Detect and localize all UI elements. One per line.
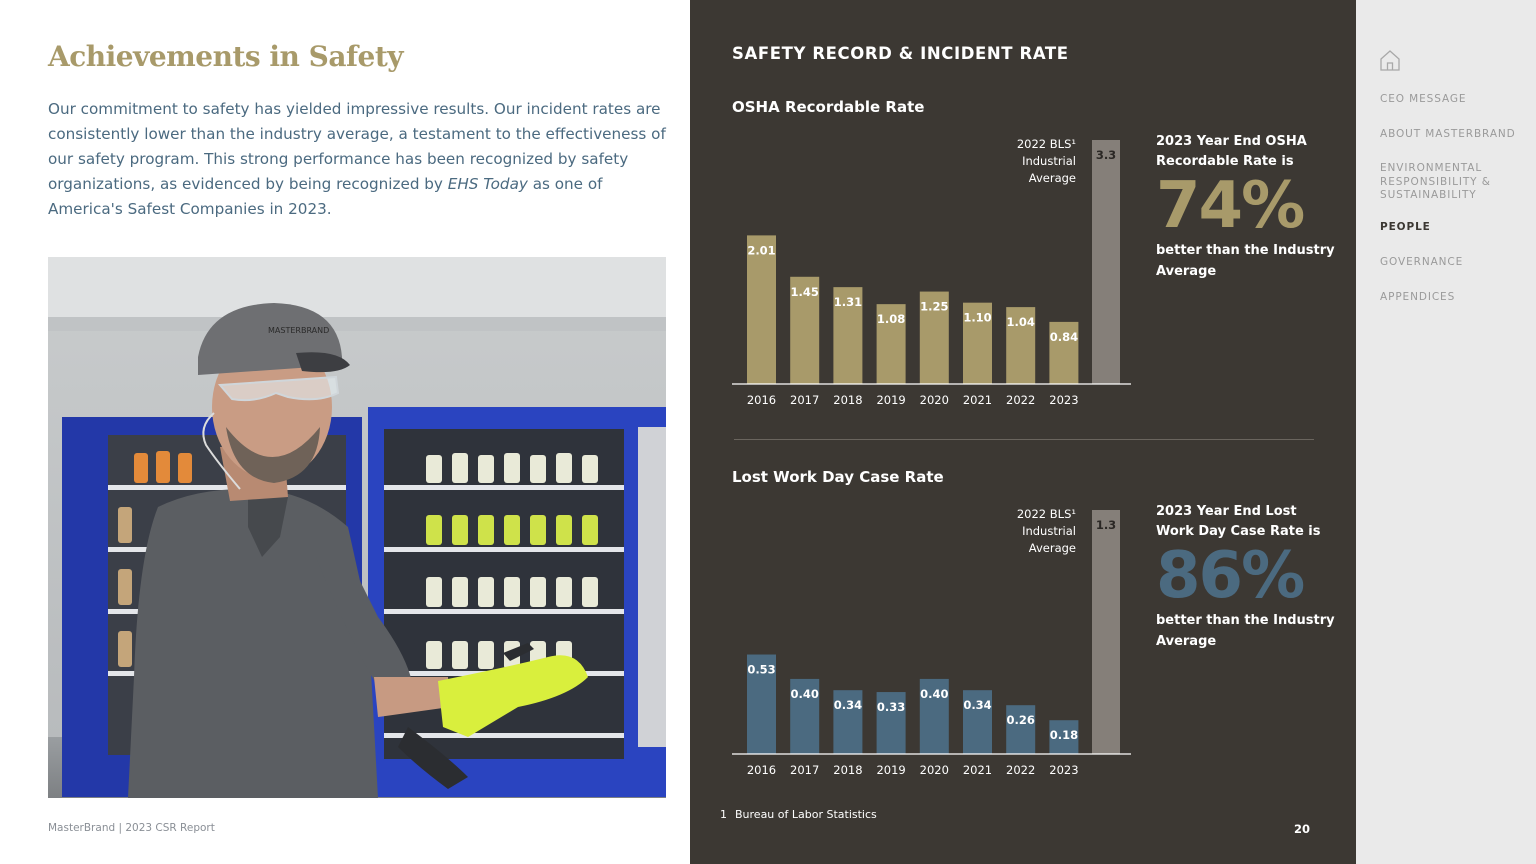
osha-bar-2018: [833, 287, 863, 384]
nav-item-appendices[interactable]: APPENDICES: [1380, 291, 1456, 303]
section-nav: CEO MESSAGE ABOUT MASTERBRAND ENVIRONMEN…: [1356, 0, 1536, 864]
osha-bar-2019: [876, 304, 906, 384]
lost-work-value-label-2018: 0.34: [834, 698, 862, 712]
lost-work-benchmark-bar: [1092, 510, 1120, 754]
lost-work-bar-2023: [1049, 720, 1079, 754]
lost-work-year-label-2023: 2023: [1049, 763, 1078, 777]
lost-work-bar-2018: [833, 690, 863, 754]
osha-benchmark-value-label: 3.3: [1096, 148, 1116, 162]
lost-work-bar-2016: [747, 654, 776, 754]
lost-work-year-label-2016: 2016: [747, 763, 776, 777]
intro-paragraph: Our commitment to safety has yielded imp…: [48, 97, 666, 222]
lost-work-callout-lead: 2023 Year End Lost Work Day Case Rate is: [1156, 504, 1321, 539]
osha-value-label-2021: 1.10: [963, 311, 991, 325]
osha-callout-lead: 2023 Year End OSHA Recordable Rate is: [1156, 134, 1307, 169]
lost-work-bar-2021: [963, 690, 992, 754]
chart-divider: [734, 439, 1314, 440]
cap-logo-text: MASTERBRAND: [268, 326, 329, 335]
intro-text-1: Our commitment to safety has yielded imp…: [48, 100, 666, 193]
lost-work-year-label-2021: 2021: [963, 763, 992, 777]
osha-benchmark-label: 2022 BLS¹ Industrial Average: [986, 136, 1076, 187]
lost-work-year-label-2022: 2022: [1006, 763, 1035, 777]
home-icon[interactable]: [1378, 48, 1402, 72]
osha-value-label-2020: 1.25: [920, 300, 948, 314]
osha-year-label-2023: 2023: [1049, 393, 1078, 407]
osha-bar-2023: [1049, 321, 1079, 384]
lost-work-callout: 2023 Year End Lost Work Day Case Rate is…: [1156, 502, 1336, 652]
page-number: 20: [1294, 822, 1311, 836]
lost-work-benchmark-label-line1: 2022 BLS¹: [1016, 507, 1076, 521]
nav-item-about-masterbrand[interactable]: ABOUT MASTERBRAND: [1380, 128, 1516, 140]
lost-work-bar-2022: [1006, 705, 1036, 754]
lost-work-callout-tail: better than the Industry Average: [1156, 613, 1335, 649]
intro-text-2: as one of America's Safest Companies in …: [48, 175, 603, 218]
osha-callout-tail: better than the Industry Average: [1156, 243, 1335, 279]
osha-year-label-2018: 2018: [833, 393, 862, 407]
lost-work-value-label-2019: 0.33: [877, 700, 905, 714]
lost-work-benchmark-label-line3: Average: [1028, 541, 1076, 555]
osha-bar-2022: [1006, 307, 1036, 384]
worker-photo: MASTERBRAND: [48, 257, 666, 798]
osha-value-label-2016: 2.01: [747, 243, 775, 257]
osha-bar-2017: [790, 276, 820, 384]
lost-work-year-label-2020: 2020: [920, 763, 949, 777]
lost-work-benchmark-label: 2022 BLS¹ Industrial Average: [986, 506, 1076, 557]
osha-value-label-2023: 0.84: [1050, 330, 1078, 344]
lost-work-year-label-2019: 2019: [876, 763, 905, 777]
osha-benchmark-label-line1: 2022 BLS¹: [1016, 137, 1076, 151]
nav-item-governance[interactable]: GOVERNANCE: [1380, 256, 1464, 268]
osha-benchmark-bar: [1092, 140, 1120, 384]
osha-benchmark-label-line2: Industrial: [1022, 154, 1076, 168]
osha-year-label-2020: 2020: [920, 393, 949, 407]
nav-item-people[interactable]: PEOPLE: [1380, 221, 1431, 233]
lost-work-callout-percent: 86%: [1156, 539, 1305, 613]
osha-bar-2016: [747, 235, 776, 384]
osha-callout-percent: 74%: [1156, 169, 1305, 243]
section-title: SAFETY RECORD & INCIDENT RATE: [732, 44, 1069, 63]
lost-work-value-label-2016: 0.53: [747, 663, 775, 677]
lost-work-chart-title: Lost Work Day Case Rate: [732, 468, 944, 486]
lost-work-bar-2020: [919, 678, 949, 754]
osha-bar-2021: [963, 302, 992, 384]
lost-work-bar-2019: [876, 692, 906, 754]
osha-value-label-2019: 1.08: [877, 312, 905, 326]
lost-work-bar-2017: [790, 678, 820, 754]
lost-work-benchmark-value-label: 1.3: [1096, 518, 1116, 532]
lost-work-value-label-2017: 0.40: [791, 687, 819, 701]
left-panel: Achievements in Safety Our commitment to…: [0, 0, 690, 864]
lost-work-year-label-2017: 2017: [790, 763, 819, 777]
page-title: Achievements in Safety: [48, 40, 404, 73]
osha-benchmark-label-line3: Average: [1028, 171, 1076, 185]
osha-year-label-2016: 2016: [747, 393, 776, 407]
osha-year-label-2022: 2022: [1006, 393, 1035, 407]
safety-panel: SAFETY RECORD & INCIDENT RATE OSHA Recor…: [690, 0, 1356, 864]
footnote-number: 1: [720, 808, 727, 821]
worker-photo-illustration: MASTERBRAND: [48, 257, 666, 798]
osha-value-label-2018: 1.31: [834, 295, 862, 309]
osha-year-label-2021: 2021: [963, 393, 992, 407]
footnote: 1 Bureau of Labor Statistics: [720, 808, 877, 821]
lost-work-year-label-2018: 2018: [833, 763, 862, 777]
osha-bar-2020: [919, 291, 949, 384]
lost-work-value-label-2020: 0.40: [920, 687, 948, 701]
osha-rate-chart: 2.01 2016 1.45 2017 1.31 2018 1.08 2019 1.25 2020…: [732, 140, 1131, 407]
osha-year-label-2017: 2017: [790, 393, 819, 407]
osha-chart-title: OSHA Recordable Rate: [732, 98, 925, 116]
lost-work-value-label-2022: 0.26: [1007, 713, 1035, 727]
osha-year-label-2019: 2019: [876, 393, 905, 407]
lost-work-value-label-2021: 0.34: [963, 698, 991, 712]
osha-value-label-2017: 1.45: [791, 285, 819, 299]
osha-callout: 2023 Year End OSHA Recordable Rate is 74…: [1156, 132, 1336, 282]
footnote-text: Bureau of Labor Statistics: [735, 808, 877, 821]
lost-work-value-label-2023: 0.18: [1050, 728, 1078, 742]
osha-value-label-2022: 1.04: [1007, 315, 1035, 329]
nav-item-environmental[interactable]: ENVIRONMENTAL RESPONSIBILITY & SUSTAINAB…: [1380, 162, 1491, 201]
lost-work-rate-chart: 0.53 2016 0.40 2017 0.34 2018 0.33 2019 0.40 2020…: [732, 510, 1131, 777]
intro-publication: EHS Today: [447, 175, 528, 193]
nav-item-ceo-message[interactable]: CEO MESSAGE: [1380, 93, 1467, 105]
lost-work-benchmark-label-line2: Industrial: [1022, 524, 1076, 538]
report-footer: MasterBrand | 2023 CSR Report: [48, 822, 215, 834]
